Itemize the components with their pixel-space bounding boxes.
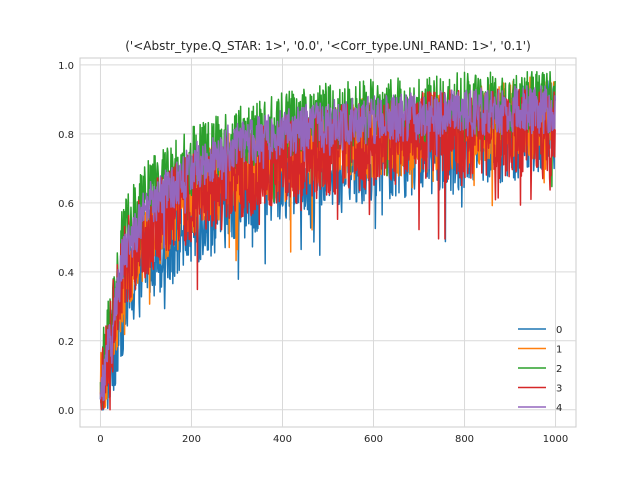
legend: 0 1 2 3 4 bbox=[518, 325, 562, 414]
y-tick-label: 0.8 bbox=[58, 130, 74, 141]
series-line-4 bbox=[99, 85, 556, 402]
legend-label-3: 3 bbox=[556, 384, 562, 395]
x-tick-label: 0 bbox=[97, 434, 103, 445]
y-tick-label: 0.0 bbox=[58, 406, 74, 417]
x-tick-label: 200 bbox=[182, 434, 201, 445]
y-tick-label: 1.0 bbox=[58, 61, 74, 72]
x-tick-label: 800 bbox=[455, 434, 474, 445]
legend-label-0: 0 bbox=[556, 325, 562, 336]
x-tick-label: 400 bbox=[273, 434, 292, 445]
y-tick-label: 0.6 bbox=[58, 199, 74, 210]
tick-labels: 0 200 400 600 800 1000 0.0 0.2 0.4 0.6 0.8 1.0 bbox=[58, 61, 568, 445]
series-layer bbox=[99, 71, 556, 411]
legend-label-2: 2 bbox=[556, 364, 562, 375]
x-tick-label: 1000 bbox=[543, 434, 568, 445]
x-tick-label: 600 bbox=[364, 434, 383, 445]
chart-title: ('<Abstr_type.Q_STAR: 1>', '0.0', '<Corr… bbox=[125, 39, 531, 53]
legend-label-1: 1 bbox=[556, 345, 562, 356]
legend-label-4: 4 bbox=[556, 403, 562, 414]
y-tick-label: 0.4 bbox=[58, 268, 74, 279]
y-tick-label: 0.2 bbox=[58, 337, 74, 348]
